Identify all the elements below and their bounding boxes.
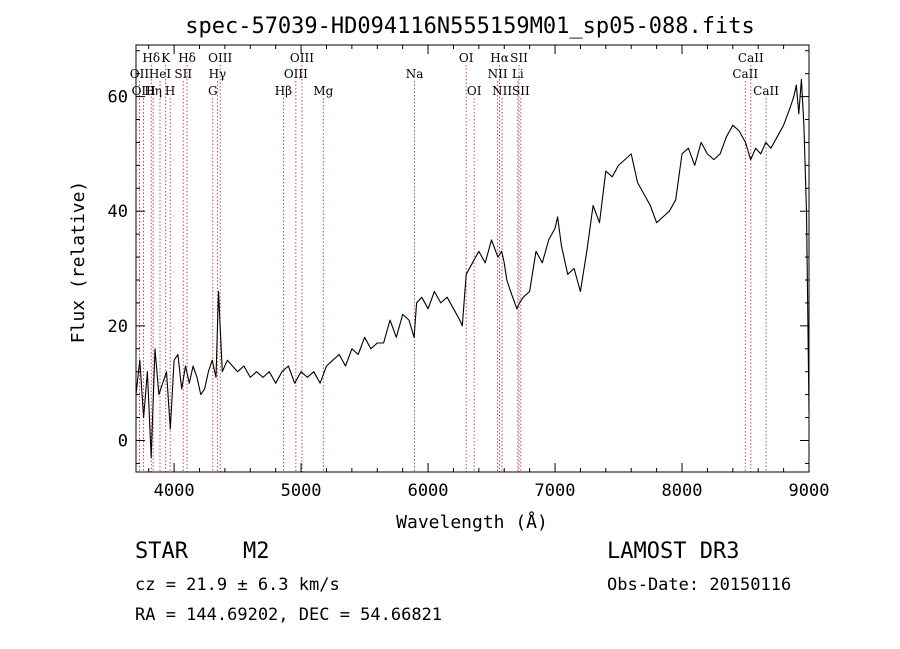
line-label: Hη [144,84,162,98]
x-tick-label: 8000 [662,481,703,501]
line-label: OIII [132,84,156,98]
spectrum-line [135,78,810,459]
x-tick-label: 9000 [789,481,830,501]
line-label: Hδ [178,51,196,65]
coordinates: RA = 144.69202, DEC = 54.66821 [135,605,442,625]
x-tick-label: 4000 [154,481,195,501]
object-class: STAR [135,539,189,564]
observation-date: Obs-Date: 20150116 [607,575,791,595]
line-label: OIII [284,67,308,81]
line-label: SII [512,84,530,98]
line-label: Hα [490,51,509,65]
spectrum-series [135,78,810,459]
line-label: SII [174,67,192,81]
x-tick-label: 5000 [281,481,322,501]
survey-name: LAMOST DR3 [607,539,739,564]
line-label: CaII [753,84,779,98]
line-label: Hδ [142,51,160,65]
line-label: Hγ [209,67,227,81]
line-label: OIII [290,51,314,65]
x-axis: 4000 5000 6000 7000 8000 9000 [148,45,830,501]
line-label: OI [459,51,474,65]
y-tick-label: 0 [118,431,128,451]
y-axis: 0 20 40 60 [108,50,809,464]
line-label: OI [467,84,482,98]
line-label: G [208,84,218,98]
line-label: Na [406,67,424,81]
x-tick-label: 6000 [408,481,449,501]
chart-title: spec-57039-HD094116N555159M01_sp05-088.f… [185,14,755,39]
line-label: HeI [149,67,172,81]
line-label: Li [512,67,524,81]
line-label: SII [510,51,528,65]
y-tick-label: 40 [108,202,128,222]
y-tick-label: 20 [108,317,128,337]
y-tick-label: 60 [108,88,128,108]
line-label: OIII [208,51,232,65]
redshift-cz: cz = 21.9 ± 6.3 km/s [135,575,340,595]
x-axis-label: Wavelength (Å) [396,511,548,533]
line-label: NII [492,84,512,98]
line-label: H [165,84,175,98]
line-label: CaII [738,51,764,65]
line-label: CaII [732,67,758,81]
line-label: Hβ [275,84,292,98]
line-label: K [161,51,171,65]
line-label: Mg [313,84,333,98]
plot-frame [135,44,810,473]
x-tick-label: 7000 [535,481,576,501]
y-axis-label: Flux (relative) [68,181,89,344]
object-subclass: M2 [243,539,270,564]
line-label: NII [488,67,508,81]
